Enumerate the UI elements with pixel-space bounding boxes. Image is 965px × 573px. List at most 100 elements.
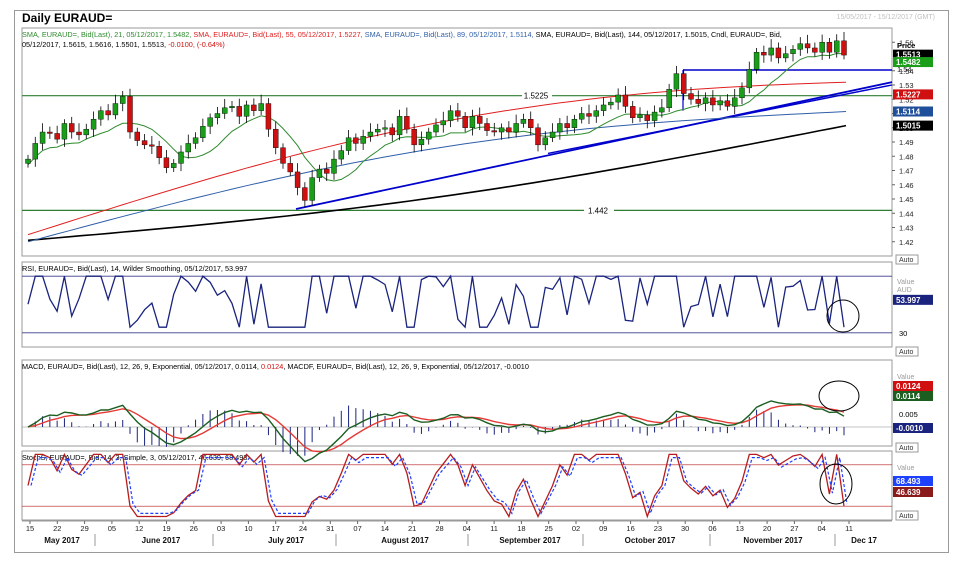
day-tick-13: 14 (381, 524, 389, 533)
candle-body-10 (98, 110, 104, 120)
candle-body-74 (564, 123, 570, 128)
candle-body-49 (382, 127, 388, 130)
day-tick-5: 19 (162, 524, 170, 533)
main-legend-ohlc-part-0: 05/12/2017, 1.5615, 1.5616, 1.5501, 1.55… (22, 40, 169, 49)
candle-body-9 (90, 118, 97, 130)
day-tick-21: 09 (599, 524, 607, 533)
candle-body-75 (571, 118, 578, 128)
chart-frame (14, 10, 949, 553)
candle-body-66 (506, 127, 512, 133)
sma21-line (27, 52, 845, 182)
rsi-tick-30: 30 (899, 329, 907, 338)
month-label-3: August 2017 (381, 536, 429, 545)
candle-body-2 (39, 131, 46, 144)
candle-body-63 (484, 123, 490, 131)
candle-body-86 (651, 111, 658, 121)
stoch-k-tag-bg (893, 487, 933, 497)
candle-body-27 (222, 107, 228, 114)
day-tick-6: 26 (190, 524, 198, 533)
price-tick-1.52: 1.52 (899, 95, 914, 104)
day-tick-10: 24 (299, 524, 307, 533)
uptrend-line-1 (295, 81, 893, 210)
macd-auto: Auto (899, 445, 914, 452)
candle-body-53 (411, 128, 417, 146)
candle-body-55 (426, 131, 432, 140)
day-tick-12: 07 (353, 524, 361, 533)
month-label-7: Dec 17 (851, 536, 877, 545)
candle-body-61 (469, 116, 476, 128)
macd-auto-bg (895, 442, 919, 453)
day-tick-18: 18 (517, 524, 525, 533)
month-label-4: September 2017 (499, 536, 561, 545)
price-tick-1.47: 1.47 (899, 167, 914, 176)
price-axis-title: Price (897, 41, 915, 50)
main-legend-ohlc: 05/12/2017, 1.5615, 1.5616, 1.5501, 1.55… (22, 40, 225, 49)
candle-body-99 (746, 69, 752, 89)
candle-body-24 (200, 126, 206, 138)
main-legend: SMA, EURAUD=, Bid(Last), 21, 05/12/2017,… (22, 30, 782, 39)
sma89-line (27, 111, 847, 243)
macd-legend-part-1: 0.0124 (260, 362, 284, 371)
candle-body-108 (812, 47, 818, 53)
stoch-legend-part-0: StochS, EURAUD=, Bid, 14, 3, Simple, 3, … (22, 453, 248, 462)
rsi-value-tag-bg (893, 294, 933, 305)
candle-body-107 (804, 43, 811, 49)
main-legend-part-1: SMA, EURAUD=, Bid(Last), 55, 05/12/2017,… (193, 30, 365, 39)
candle-body-112 (841, 40, 847, 56)
sma55-line (27, 81, 847, 236)
sma89-tag: 1.5114 (896, 108, 921, 117)
rsi-legend: RSI, EURAUD=, Bid(Last), 14, Wilder Smoo… (22, 264, 247, 273)
price-tick-1.56: 1.56 (899, 38, 914, 47)
candle-body-95 (717, 100, 723, 106)
candle-body-78 (593, 110, 599, 117)
candle-body-7 (76, 131, 82, 136)
candle-body-48 (375, 128, 381, 133)
candle-body-79 (600, 104, 607, 111)
day-tick-23: 23 (654, 524, 662, 533)
price-auto: Auto (899, 257, 914, 264)
candle-body-83 (630, 106, 636, 118)
macd-axis-title: Value (897, 374, 914, 381)
price-tick-1.46: 1.46 (899, 181, 914, 190)
candle-body-59 (455, 110, 461, 117)
candle-body-71 (542, 137, 548, 146)
sma21-tag: 1.5482 (896, 58, 921, 67)
candle-body-32 (258, 103, 264, 111)
day-tick-19: 25 (545, 524, 553, 533)
stoch-d-line (30, 456, 848, 516)
candle-body-3 (47, 131, 53, 134)
candle-body-51 (396, 116, 403, 136)
candle-body-56 (433, 124, 439, 133)
price-auto-bg (895, 254, 919, 265)
candle-body-34 (273, 128, 279, 148)
macd-legend: MACD, EURAUD=, Bid(Last), 12, 26, 9, Exp… (22, 362, 529, 371)
date-range: 15/05/2017 - 15/12/2017 (GMT) (836, 14, 935, 21)
candle-body-41 (324, 168, 330, 174)
stoch-panel-border (21, 450, 893, 521)
candle-body-19 (163, 157, 170, 168)
day-tick-16: 04 (463, 524, 471, 533)
candle-body-101 (761, 52, 767, 56)
day-tick-2: 29 (80, 524, 88, 533)
candle-body-57 (440, 120, 446, 126)
candle-body-109 (819, 42, 825, 53)
candle-body-98 (739, 87, 745, 99)
day-tick-29: 04 (818, 524, 826, 533)
day-tick-15: 28 (435, 524, 443, 533)
candle-body-58 (447, 110, 454, 121)
candle-body-30 (243, 104, 250, 117)
candle-body-29 (236, 106, 242, 117)
rsi-auto-bg (895, 346, 919, 357)
candle-body-50 (389, 127, 395, 136)
candle-body-46 (360, 136, 366, 144)
rsi-axis-title: Value (897, 279, 914, 286)
price-tick-1.53: 1.53 (899, 81, 914, 90)
last-price-tag-bg (893, 49, 933, 60)
rsi-highlight-circle (826, 299, 860, 333)
rsi-axis-unit: AUD (897, 287, 912, 294)
month-label-5: October 2017 (625, 536, 676, 545)
candle-body-104 (783, 53, 789, 59)
level-label-bg-1.5225 (522, 89, 552, 100)
sma89-tag-bg (893, 106, 933, 117)
